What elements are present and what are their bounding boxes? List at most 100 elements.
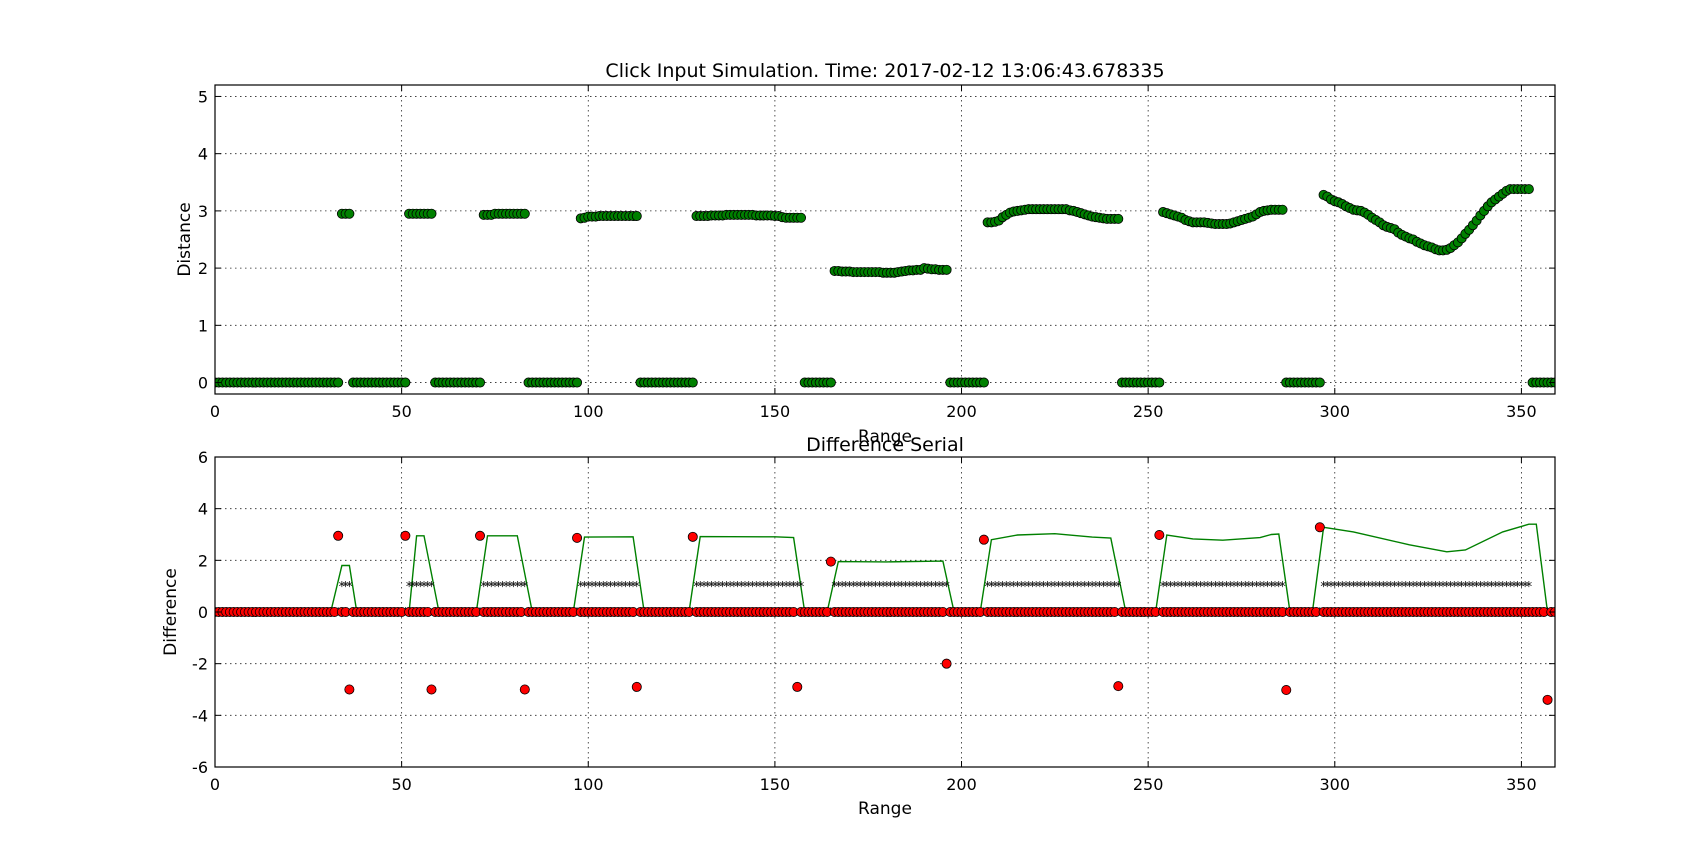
click-marker: * bbox=[1496, 580, 1503, 595]
distance-point bbox=[1314, 377, 1325, 388]
click-marker: * bbox=[1526, 580, 1533, 595]
click-marker: * bbox=[910, 580, 917, 595]
distance-point bbox=[1113, 213, 1124, 224]
click-marker: * bbox=[1447, 580, 1454, 595]
click-marker: * bbox=[518, 580, 525, 595]
click-marker: * bbox=[1264, 580, 1271, 595]
distance-point bbox=[344, 208, 355, 219]
click-marker: * bbox=[495, 580, 502, 595]
click-marker: * bbox=[1063, 580, 1070, 595]
difference-plot-title: Difference Serial bbox=[806, 434, 964, 456]
click-marker: * bbox=[1279, 580, 1286, 595]
click-marker: * bbox=[1466, 580, 1473, 595]
distance-xtick-label: 50 bbox=[391, 402, 411, 421]
click-marker: * bbox=[1499, 580, 1506, 595]
click-marker: * bbox=[1197, 580, 1204, 595]
click-marker: * bbox=[626, 580, 633, 595]
click-marker: * bbox=[1380, 580, 1387, 595]
distance-xtick-label: 200 bbox=[946, 402, 977, 421]
click-marker: * bbox=[768, 580, 775, 595]
click-marker: * bbox=[857, 580, 864, 595]
difference-point bbox=[344, 684, 355, 695]
click-marker: * bbox=[940, 580, 947, 595]
difference-point bbox=[400, 530, 411, 541]
click-marker: * bbox=[1492, 580, 1499, 595]
click-marker: * bbox=[1358, 580, 1365, 595]
click-marker: * bbox=[1373, 580, 1380, 595]
click-marker: * bbox=[712, 580, 719, 595]
click-marker: * bbox=[1346, 580, 1353, 595]
distance-point bbox=[631, 211, 642, 222]
click-marker: * bbox=[936, 580, 943, 595]
click-marker: * bbox=[850, 580, 857, 595]
click-marker: * bbox=[1350, 580, 1357, 595]
distance-ytick-label: 2 bbox=[198, 259, 208, 278]
difference-point bbox=[978, 534, 989, 545]
difference-point bbox=[1113, 681, 1124, 692]
difference-ytick-label: 2 bbox=[198, 551, 208, 570]
distance-ytick-label: 1 bbox=[198, 316, 208, 335]
difference-layer: *** ******* ************ **************** **… bbox=[215, 522, 1555, 705]
distance-point bbox=[400, 377, 411, 388]
click-marker: * bbox=[1022, 580, 1029, 595]
click-marker: * bbox=[831, 580, 838, 595]
click-marker: * bbox=[798, 580, 805, 595]
click-marker: * bbox=[406, 580, 413, 595]
distance-xtick-label: 150 bbox=[760, 402, 791, 421]
difference-plot-ticks: 0 50 100 150 200 250 300 350 -6 -4 -2 0 2 4 6 bbox=[192, 448, 1555, 794]
click-marker: * bbox=[622, 580, 629, 595]
click-marker: * bbox=[1421, 580, 1428, 595]
click-marker: * bbox=[1037, 580, 1044, 595]
click-marker: * bbox=[1171, 580, 1178, 595]
click-marker: * bbox=[1335, 580, 1342, 595]
click-marker: * bbox=[928, 580, 935, 595]
click-marker: * bbox=[753, 580, 760, 595]
difference-plot: *** ******* ************ **************** **… bbox=[161, 434, 1556, 819]
click-marker: * bbox=[775, 580, 782, 595]
click-marker: * bbox=[760, 580, 767, 595]
difference-point bbox=[572, 532, 583, 543]
click-marker: * bbox=[880, 580, 887, 595]
click-marker: * bbox=[932, 580, 939, 595]
click-marker: * bbox=[738, 580, 745, 595]
click-marker: * bbox=[854, 580, 861, 595]
difference-xtick-label: 150 bbox=[760, 775, 791, 794]
distance-ytick-label: 0 bbox=[198, 374, 208, 393]
click-marker: * bbox=[1059, 580, 1066, 595]
click-marker: * bbox=[428, 580, 435, 595]
distance-point bbox=[475, 377, 486, 388]
click-marker: * bbox=[1040, 580, 1047, 595]
click-marker: * bbox=[1511, 580, 1518, 595]
click-marker: * bbox=[1246, 580, 1253, 595]
difference-ytick-label: -2 bbox=[192, 655, 208, 674]
click-marker: * bbox=[1055, 580, 1062, 595]
click-marker: * bbox=[835, 580, 842, 595]
click-marker: * bbox=[1395, 580, 1402, 595]
click-marker: * bbox=[727, 580, 734, 595]
click-marker: * bbox=[757, 580, 764, 595]
distance-xtick-label: 250 bbox=[1133, 402, 1164, 421]
click-marker: * bbox=[611, 580, 618, 595]
click-marker: * bbox=[1369, 580, 1376, 595]
click-marker: * bbox=[417, 580, 424, 595]
click-marker: * bbox=[1164, 580, 1171, 595]
click-marker: * bbox=[1220, 580, 1227, 595]
click-marker: * bbox=[1455, 580, 1462, 595]
click-marker: * bbox=[902, 580, 909, 595]
click-marker: * bbox=[1440, 580, 1447, 595]
click-marker: * bbox=[1339, 580, 1346, 595]
click-marker: * bbox=[988, 580, 995, 595]
distance-point bbox=[796, 212, 807, 223]
click-marker: * bbox=[1332, 580, 1339, 595]
distance-point bbox=[426, 208, 437, 219]
click-marker: * bbox=[1033, 580, 1040, 595]
click-marker: * bbox=[925, 580, 932, 595]
click-marker: * bbox=[1160, 580, 1167, 595]
click-marker: * bbox=[1231, 580, 1238, 595]
click-marker: * bbox=[1212, 580, 1219, 595]
click-marker: * bbox=[1081, 580, 1088, 595]
click-marker: * bbox=[943, 580, 950, 595]
click-marker: * bbox=[1320, 580, 1327, 595]
click-marker: * bbox=[746, 580, 753, 595]
